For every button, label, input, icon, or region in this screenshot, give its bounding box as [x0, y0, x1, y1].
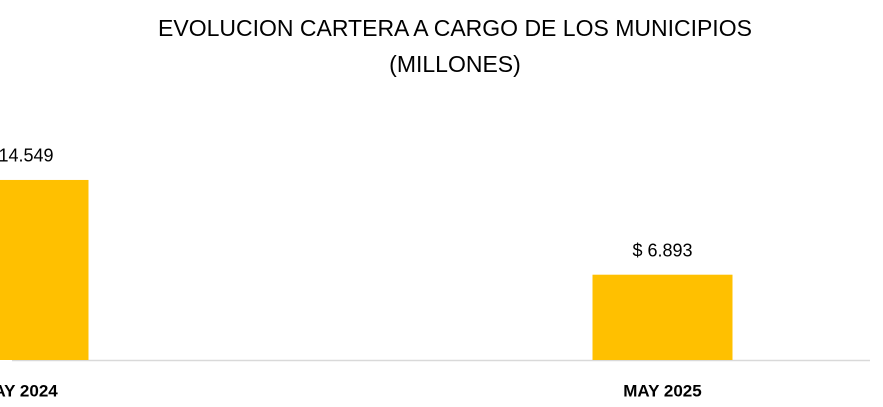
x-tick-label: MAY 2024	[0, 381, 58, 400]
chart-title: EVOLUCION CARTERA A CARGO DE LOS MUNICIP…	[158, 15, 752, 41]
chart-title: (MILLONES)	[389, 51, 521, 77]
data-label: $ 6.893	[632, 240, 692, 260]
data-label: $ 14.549	[0, 146, 54, 166]
bar	[592, 274, 733, 360]
bar	[0, 179, 89, 360]
x-tick-label: MAY 2025	[623, 381, 701, 400]
